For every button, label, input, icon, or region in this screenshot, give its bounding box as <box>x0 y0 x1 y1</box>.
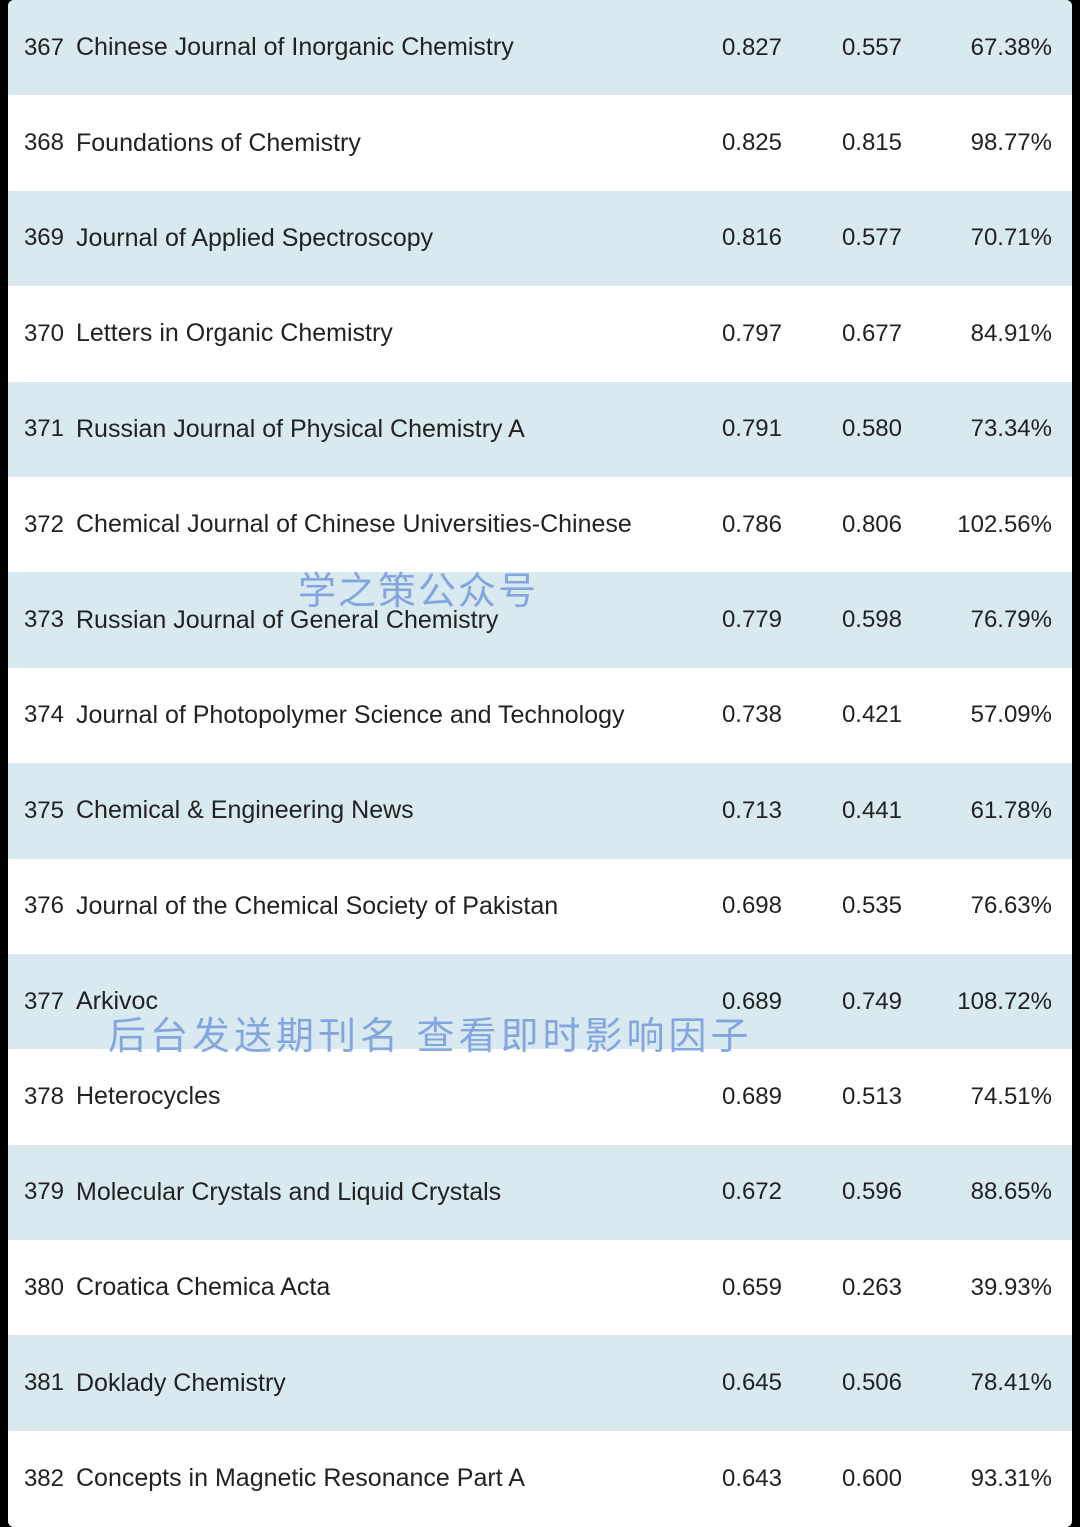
value2-cell: 0.557 <box>782 34 902 62</box>
name-cell: Russian Journal of Physical Chemistry A <box>76 415 682 444</box>
table-row: 382Concepts in Magnetic Resonance Part A… <box>8 1431 1072 1526</box>
journal-table: 367Chinese Journal of Inorganic Chemistr… <box>8 0 1072 1526</box>
value2-cell: 0.815 <box>782 129 902 157</box>
table-row: 373Russian Journal of General Chemistry0… <box>8 572 1072 667</box>
rank-cell: 377 <box>18 988 76 1016</box>
rank-cell: 381 <box>18 1369 76 1397</box>
value1-cell: 0.825 <box>682 129 782 157</box>
rank-cell: 371 <box>18 415 76 443</box>
table-row: 370Letters in Organic Chemistry0.7970.67… <box>8 286 1072 381</box>
value1-cell: 0.689 <box>682 1083 782 1111</box>
name-cell: Chinese Journal of Inorganic Chemistry <box>76 33 682 62</box>
value1-cell: 0.713 <box>682 797 782 825</box>
percent-cell: 67.38% <box>902 34 1052 62</box>
value1-cell: 0.827 <box>682 34 782 62</box>
table-row: 380Croatica Chemica Acta0.6590.26339.93% <box>8 1240 1072 1335</box>
table-row: 378Heterocycles0.6890.51374.51% <box>8 1049 1072 1144</box>
table-row: 379Molecular Crystals and Liquid Crystal… <box>8 1145 1072 1240</box>
name-cell: Journal of Photopolymer Science and Tech… <box>76 701 682 730</box>
value1-cell: 0.659 <box>682 1274 782 1302</box>
name-cell: Molecular Crystals and Liquid Crystals <box>76 1178 682 1207</box>
name-cell: Foundations of Chemistry <box>76 129 682 158</box>
value2-cell: 0.506 <box>782 1369 902 1397</box>
rank-cell: 382 <box>18 1465 76 1493</box>
value1-cell: 0.672 <box>682 1178 782 1206</box>
table-row: 374Journal of Photopolymer Science and T… <box>8 668 1072 763</box>
value1-cell: 0.786 <box>682 511 782 539</box>
name-cell: Chemical Journal of Chinese Universities… <box>76 510 682 539</box>
value1-cell: 0.645 <box>682 1369 782 1397</box>
value1-cell: 0.797 <box>682 320 782 348</box>
percent-cell: 78.41% <box>902 1369 1052 1397</box>
table-row: 377Arkivoc0.6890.749108.72% <box>8 954 1072 1049</box>
value1-cell: 0.816 <box>682 224 782 252</box>
rank-cell: 370 <box>18 320 76 348</box>
percent-cell: 93.31% <box>902 1465 1052 1493</box>
value2-cell: 0.677 <box>782 320 902 348</box>
value1-cell: 0.779 <box>682 606 782 634</box>
value2-cell: 0.806 <box>782 511 902 539</box>
name-cell: Letters in Organic Chemistry <box>76 319 682 348</box>
value2-cell: 0.263 <box>782 1274 902 1302</box>
rank-cell: 367 <box>18 34 76 62</box>
name-cell: Journal of Applied Spectroscopy <box>76 224 682 253</box>
table-row: 375Chemical & Engineering News0.7130.441… <box>8 763 1072 858</box>
name-cell: Chemical & Engineering News <box>76 796 682 825</box>
page-container: 367Chinese Journal of Inorganic Chemistr… <box>8 0 1072 1527</box>
rank-cell: 376 <box>18 892 76 920</box>
percent-cell: 108.72% <box>902 988 1052 1016</box>
value1-cell: 0.698 <box>682 892 782 920</box>
name-cell: Concepts in Magnetic Resonance Part A <box>76 1464 682 1493</box>
percent-cell: 61.78% <box>902 797 1052 825</box>
value1-cell: 0.738 <box>682 701 782 729</box>
table-row: 371Russian Journal of Physical Chemistry… <box>8 382 1072 477</box>
value2-cell: 0.513 <box>782 1083 902 1111</box>
value2-cell: 0.421 <box>782 701 902 729</box>
rank-cell: 378 <box>18 1083 76 1111</box>
name-cell: Journal of the Chemical Society of Pakis… <box>76 892 682 921</box>
percent-cell: 88.65% <box>902 1178 1052 1206</box>
table-row: 381Doklady Chemistry0.6450.50678.41% <box>8 1335 1072 1430</box>
table-row: 372Chemical Journal of Chinese Universit… <box>8 477 1072 572</box>
value2-cell: 0.600 <box>782 1465 902 1493</box>
table-row: 376Journal of the Chemical Society of Pa… <box>8 859 1072 954</box>
name-cell: Croatica Chemica Acta <box>76 1273 682 1302</box>
name-cell: Doklady Chemistry <box>76 1369 682 1398</box>
rank-cell: 380 <box>18 1274 76 1302</box>
name-cell: Heterocycles <box>76 1082 682 1111</box>
percent-cell: 76.79% <box>902 606 1052 634</box>
rank-cell: 372 <box>18 511 76 539</box>
value2-cell: 0.598 <box>782 606 902 634</box>
percent-cell: 74.51% <box>902 1083 1052 1111</box>
value2-cell: 0.441 <box>782 797 902 825</box>
name-cell: Russian Journal of General Chemistry <box>76 606 682 635</box>
percent-cell: 102.56% <box>902 511 1052 539</box>
percent-cell: 84.91% <box>902 320 1052 348</box>
value1-cell: 0.791 <box>682 415 782 443</box>
percent-cell: 70.71% <box>902 224 1052 252</box>
value2-cell: 0.596 <box>782 1178 902 1206</box>
value2-cell: 0.580 <box>782 415 902 443</box>
table-row: 367Chinese Journal of Inorganic Chemistr… <box>8 0 1072 95</box>
name-cell: Arkivoc <box>76 987 682 1016</box>
rank-cell: 379 <box>18 1178 76 1206</box>
percent-cell: 57.09% <box>902 701 1052 729</box>
table-row: 369Journal of Applied Spectroscopy0.8160… <box>8 191 1072 286</box>
percent-cell: 73.34% <box>902 415 1052 443</box>
percent-cell: 98.77% <box>902 129 1052 157</box>
value2-cell: 0.749 <box>782 988 902 1016</box>
rank-cell: 374 <box>18 701 76 729</box>
percent-cell: 76.63% <box>902 892 1052 920</box>
rank-cell: 369 <box>18 224 76 252</box>
percent-cell: 39.93% <box>902 1274 1052 1302</box>
rank-cell: 373 <box>18 606 76 634</box>
rank-cell: 368 <box>18 129 76 157</box>
value1-cell: 0.689 <box>682 988 782 1016</box>
table-row: 368Foundations of Chemistry0.8250.81598.… <box>8 95 1072 190</box>
value1-cell: 0.643 <box>682 1465 782 1493</box>
rank-cell: 375 <box>18 797 76 825</box>
value2-cell: 0.535 <box>782 892 902 920</box>
value2-cell: 0.577 <box>782 224 902 252</box>
